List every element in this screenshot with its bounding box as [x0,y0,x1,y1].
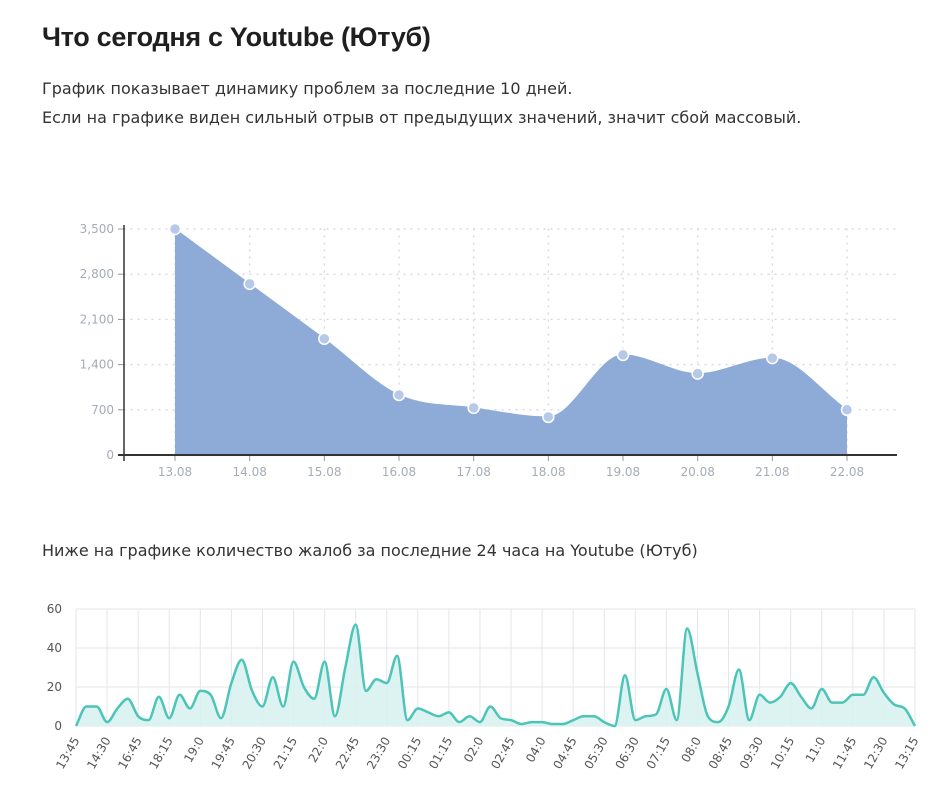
x-tick-label: 04:45 [550,735,579,772]
x-tick-label: 02:0 [461,735,487,765]
y-tick-label: 2,100 [80,312,114,326]
x-tick-label: 13:15 [892,735,921,772]
data-point-17.08 [467,401,480,415]
x-tick-label: 22.08 [830,465,864,479]
y-tick-label: 40 [47,641,62,655]
x-tick-label: 21.08 [755,465,789,479]
y-tick-label: 0 [106,448,114,462]
x-tick-label: 22:0 [306,735,332,765]
y-tick-label: 2,800 [80,267,114,281]
x-tick-label: 19.08 [606,465,640,479]
x-tick-label: 00:15 [395,735,424,772]
ten-day-chart: 0 700 1,400 2,100 2,800 3,500 13.08 14.08 15.08 1… [80,222,898,479]
x-tick-label: 18.08 [531,465,565,479]
data-point-14.08 [243,277,256,291]
x-tick-label: 08:45 [706,735,735,772]
series-line [74,623,917,728]
data-point-18.08 [542,410,555,424]
x-tick-label: 01:15 [426,735,455,772]
data-point-20.08 [691,367,704,380]
x-tick-label: 16.08 [382,465,416,479]
x-tick-label: 06:30 [613,735,642,772]
x-tick-label: 13:45 [53,735,82,772]
intro-text: График показывает динамику проблем за по… [42,74,801,132]
x-tick-label: 20:30 [240,735,269,772]
x-tick-label: 14:30 [84,735,113,772]
y-tick-label: 700 [91,403,114,417]
x-tick-label: 18:15 [146,735,175,772]
series-line [174,228,848,418]
y-tick-label: 3,500 [80,222,114,236]
series-area [175,229,847,455]
x-tick-label: 21:15 [271,735,300,772]
x-tick-label: 19:45 [209,735,238,772]
y-tick-label: 60 [47,602,62,616]
x-tick-label: 13.08 [158,465,192,479]
data-point-16.08 [392,388,406,402]
intro-line-2: Если на графике виден сильный отрыв от п… [42,108,802,127]
y-tick-label: 20 [47,680,62,694]
x-tick-label: 19:0 [181,735,207,765]
x-tick-label: 16:45 [115,735,144,772]
x-tick-label: 07:15 [644,735,673,772]
x-tick-label: 04:0 [523,735,549,765]
x-tick-label: 08:0 [678,735,704,765]
x-tick-label: 22:45 [333,735,362,772]
data-point-19.08 [616,348,630,362]
day-chart-caption: Ниже на графике количество жалоб за посл… [42,541,698,560]
x-tick-label: 11:0 [803,735,829,765]
x-tick-label: 17.08 [456,465,490,479]
intro-line-1: График показывает динамику проблем за по… [42,79,573,98]
x-tick-label: 09:30 [737,735,766,772]
x-tick-label: 10:15 [768,735,797,772]
data-point-22.08 [840,403,854,417]
x-tick-label: 14.08 [232,465,266,479]
data-point-21.08 [766,351,779,365]
x-tick-label: 20.08 [680,465,714,479]
x-tick-label: 12:30 [861,735,890,772]
y-tick-label: 0 [54,719,62,733]
data-point-13.08 [168,222,182,236]
x-tick-label: 05:30 [581,735,610,772]
x-tick-label: 02:45 [488,735,517,772]
x-tick-label: 15.08 [307,465,341,479]
y-tick-label: 1,400 [80,358,114,372]
x-tick-label: 11:45 [830,735,859,772]
day-chart: 0 20 40 60 13:45 14:30 16:45 18:15 19:0 19:45 20:3… [47,602,922,772]
page-title: Что сегодня с Youtube (Ютуб) [42,22,431,52]
data-point-15.08 [318,332,331,346]
x-tick-label: 23:30 [364,735,393,772]
